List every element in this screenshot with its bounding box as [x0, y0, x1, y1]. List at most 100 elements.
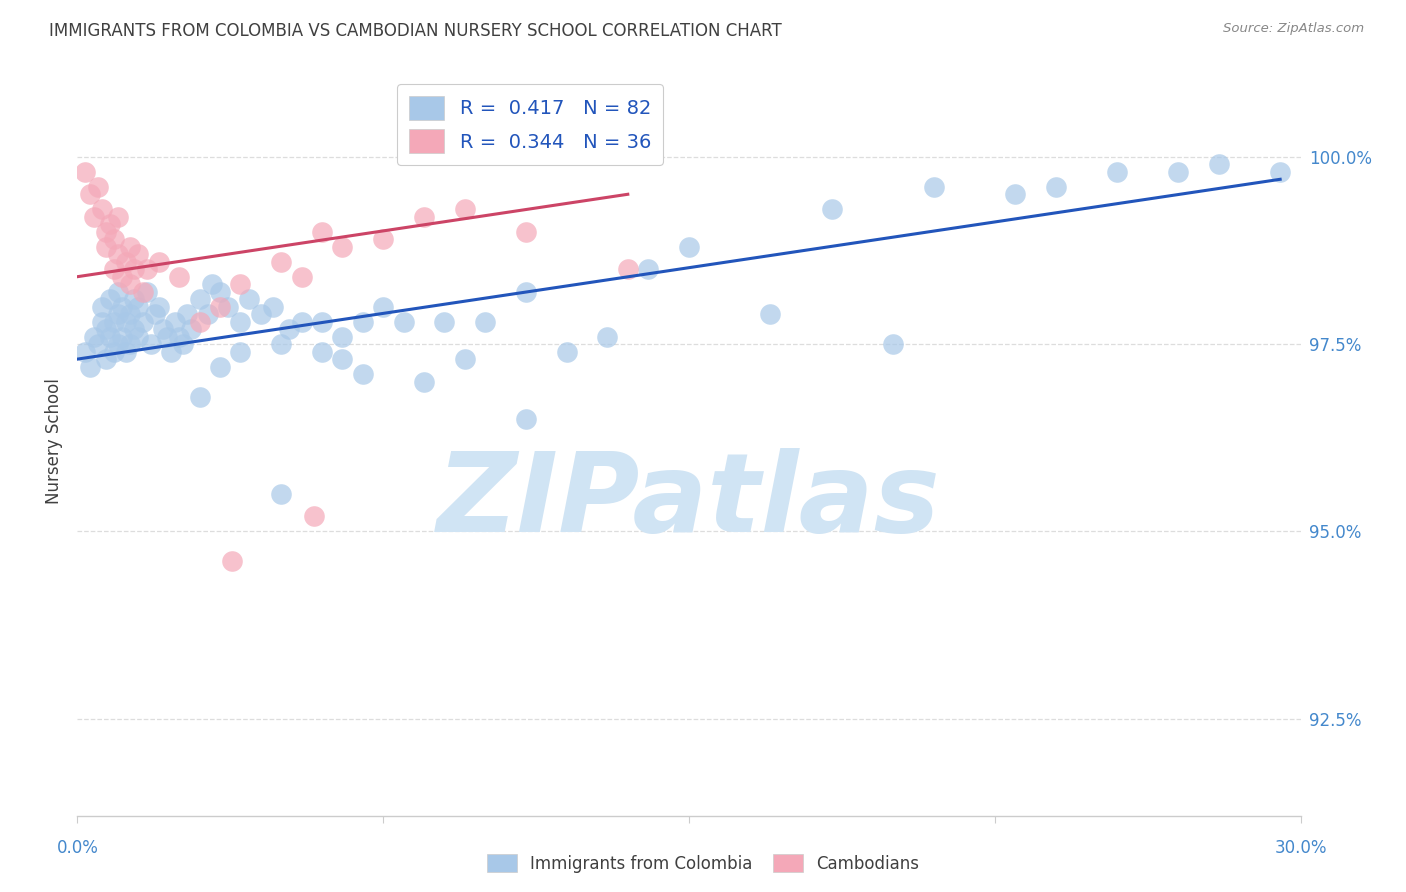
Text: 30.0%: 30.0% — [1274, 838, 1327, 856]
Point — [124, 292, 146, 306]
Point — [515, 285, 537, 299]
Point — [160, 344, 183, 359]
Point — [103, 344, 125, 359]
Point — [332, 240, 354, 254]
Point — [107, 307, 129, 321]
Point — [83, 210, 105, 224]
Point — [124, 322, 146, 336]
Point — [332, 329, 354, 343]
Point — [79, 359, 101, 374]
Point — [270, 337, 292, 351]
Point — [107, 210, 129, 224]
Point — [678, 240, 700, 254]
Point — [352, 315, 374, 329]
Point — [98, 329, 121, 343]
Point — [197, 307, 219, 321]
Point — [87, 179, 110, 194]
Y-axis label: Nursery School: Nursery School — [45, 378, 63, 505]
Point — [596, 329, 619, 343]
Point — [290, 315, 312, 329]
Point — [1107, 165, 1129, 179]
Point — [103, 315, 125, 329]
Point — [188, 315, 211, 329]
Point — [172, 337, 194, 351]
Point — [1208, 157, 1230, 171]
Point — [290, 269, 312, 284]
Point — [555, 344, 578, 359]
Point — [115, 315, 138, 329]
Point — [229, 344, 252, 359]
Point — [302, 509, 325, 524]
Point — [94, 352, 117, 367]
Point — [148, 254, 170, 268]
Point — [98, 292, 121, 306]
Point — [75, 165, 97, 179]
Point — [278, 322, 301, 336]
Point — [433, 315, 456, 329]
Point — [371, 232, 394, 246]
Point — [107, 247, 129, 261]
Point — [94, 322, 117, 336]
Point — [120, 337, 142, 351]
Point — [413, 210, 436, 224]
Legend: Immigrants from Colombia, Cambodians: Immigrants from Colombia, Cambodians — [481, 847, 925, 880]
Point — [143, 307, 166, 321]
Point — [127, 329, 149, 343]
Point — [90, 300, 112, 314]
Point — [127, 300, 149, 314]
Point — [221, 554, 243, 568]
Point — [352, 367, 374, 381]
Point — [127, 247, 149, 261]
Point — [152, 322, 174, 336]
Point — [94, 225, 117, 239]
Point — [637, 262, 659, 277]
Point — [270, 487, 292, 501]
Point — [759, 307, 782, 321]
Point — [311, 225, 333, 239]
Point — [1004, 187, 1026, 202]
Point — [201, 277, 224, 292]
Point — [217, 300, 239, 314]
Point — [1270, 165, 1292, 179]
Point — [208, 359, 231, 374]
Point — [515, 412, 537, 426]
Point — [1045, 179, 1067, 194]
Point — [262, 300, 284, 314]
Point — [135, 285, 157, 299]
Point — [131, 315, 153, 329]
Point — [79, 187, 101, 202]
Point — [139, 337, 162, 351]
Point — [83, 329, 105, 343]
Point — [1167, 165, 1189, 179]
Text: ZIPatlas: ZIPatlas — [437, 448, 941, 555]
Point — [413, 375, 436, 389]
Point — [148, 300, 170, 314]
Point — [188, 390, 211, 404]
Point — [180, 322, 202, 336]
Point — [94, 240, 117, 254]
Point — [229, 277, 252, 292]
Point — [135, 262, 157, 277]
Point — [111, 329, 134, 343]
Point — [124, 262, 146, 277]
Point — [270, 254, 292, 268]
Point — [103, 262, 125, 277]
Point — [821, 202, 844, 217]
Point — [176, 307, 198, 321]
Text: Source: ZipAtlas.com: Source: ZipAtlas.com — [1223, 22, 1364, 36]
Point — [90, 202, 112, 217]
Point — [90, 315, 112, 329]
Point — [250, 307, 273, 321]
Point — [115, 254, 138, 268]
Point — [229, 315, 252, 329]
Point — [515, 225, 537, 239]
Point — [453, 352, 475, 367]
Point — [617, 262, 640, 277]
Point — [115, 344, 138, 359]
Point — [332, 352, 354, 367]
Point — [107, 337, 129, 351]
Point — [120, 277, 142, 292]
Point — [120, 240, 142, 254]
Point — [107, 285, 129, 299]
Point — [392, 315, 415, 329]
